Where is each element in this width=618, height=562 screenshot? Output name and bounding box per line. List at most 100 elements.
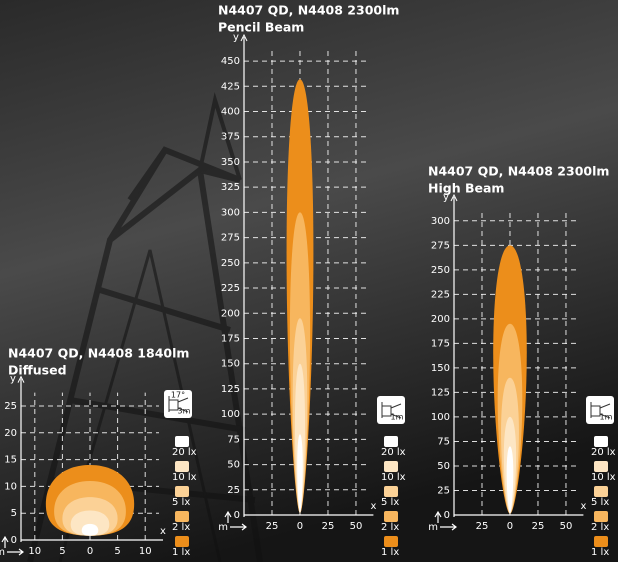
y-tick-label: 325 [221, 182, 240, 193]
x-tick-label: 50 [350, 521, 363, 532]
legend-label: 1 lx [591, 547, 609, 558]
legend-label: 2 lx [381, 522, 399, 533]
beam-icon-lamp [590, 402, 611, 419]
x-tick-label: 0 [297, 521, 303, 532]
x-tick-label: 25 [532, 521, 545, 532]
unit-arrows [1, 535, 24, 556]
legend-label: 2 lx [172, 522, 190, 533]
y-tick-label: 50 [227, 460, 240, 471]
chart-subtitle: Pencil Beam [218, 20, 304, 35]
y-tick-label: 25 [227, 485, 240, 496]
y-tick-label: 125 [221, 384, 240, 395]
y-tick-label: 200 [221, 308, 240, 319]
y-tick-label: 50 [437, 461, 450, 472]
legend-swatch [175, 511, 189, 522]
x-tick-label: 10 [28, 546, 41, 557]
legend-swatch [384, 536, 398, 547]
y-tick-label: 175 [431, 338, 450, 349]
chart-subtitle: Diffused [8, 363, 67, 378]
y-tick-label: 100 [431, 412, 450, 423]
y-axis-label: y [10, 374, 16, 385]
y-tick-label: 150 [431, 363, 450, 374]
y-tick-label: 100 [221, 409, 240, 420]
y-tick-label: 10 [4, 481, 17, 492]
unit-arrows [224, 510, 247, 531]
y-tick-label: 300 [431, 216, 450, 227]
y-tick-label: 300 [221, 207, 240, 218]
legend-swatch [175, 486, 189, 497]
y-tick-label: 250 [431, 265, 450, 276]
y-tick-label: 25 [4, 401, 17, 412]
legend-label: 5 lx [381, 497, 399, 508]
legend-label: 1 lx [172, 547, 190, 558]
y-tick-label: 425 [221, 81, 240, 92]
unit-label: m [218, 522, 228, 533]
y-tick-label: 275 [221, 233, 240, 244]
x-tick-label: 25 [322, 521, 335, 532]
y-tick-label: 75 [227, 434, 240, 445]
unit-label: m [0, 547, 5, 558]
x-tick-label: 25 [266, 521, 279, 532]
y-tick-label: 250 [221, 258, 240, 269]
legend-label: 10 lx [591, 472, 616, 483]
icon-label: 1m [391, 413, 404, 422]
icon-label: 3m [178, 407, 191, 416]
y-tick-label: 350 [221, 157, 240, 168]
legend-swatch [594, 536, 608, 547]
x-axis-label: x [580, 501, 586, 512]
beam-icon-lamp [168, 396, 189, 413]
chart-title: N4407 QD, N4408 2300lm [428, 164, 609, 179]
legend-swatch [175, 436, 189, 447]
unit-arrows [434, 510, 457, 531]
legend-swatch [384, 486, 398, 497]
beam-icon-lamp [381, 402, 402, 419]
legend-label: 1 lx [381, 547, 399, 558]
y-axis-label: y [233, 32, 239, 43]
y-tick-label: 75 [437, 436, 450, 447]
x-axis-label: x [160, 526, 166, 537]
legend-swatch [384, 436, 398, 447]
y-tick-label: 450 [221, 56, 240, 67]
legend-label: 10 lx [381, 472, 406, 483]
icon-label: 1m [600, 413, 613, 422]
unit-label: m [428, 522, 438, 533]
x-tick-label: 0 [87, 546, 93, 557]
y-tick-label: 125 [431, 387, 450, 398]
y-tick-label: 375 [221, 132, 240, 143]
x-tick-label: 0 [507, 521, 513, 532]
crane-silhouette [27, 92, 263, 562]
y-axis-label: y [443, 192, 449, 203]
x-tick-label: 5 [114, 546, 120, 557]
y-tick-label: 15 [4, 455, 17, 466]
legend-label: 2 lx [591, 522, 609, 533]
legend-swatch [594, 511, 608, 522]
x-tick-label: 25 [476, 521, 489, 532]
y-tick-label: 150 [221, 359, 240, 370]
y-tick-label: 0 [444, 510, 450, 521]
legend-swatch [384, 511, 398, 522]
y-tick-label: 0 [11, 535, 17, 546]
beam-contour [81, 523, 99, 536]
y-axis-arrow [17, 375, 25, 383]
legend-swatch [594, 486, 608, 497]
x-tick-label: 50 [560, 521, 573, 532]
beam-contour [297, 434, 303, 514]
legend-label: 20 lx [591, 447, 616, 458]
charts: N4407 QD, N4408 1840lm Diffused 0 5 10 15 20 25… [0, 3, 616, 559]
y-tick-label: 200 [431, 314, 450, 325]
y-tick-label: 225 [221, 283, 240, 294]
y-tick-label: 400 [221, 107, 240, 118]
legend-swatch [175, 536, 189, 547]
x-axis-label: x [370, 501, 376, 512]
chart-subtitle: High Beam [428, 181, 504, 196]
y-tick-label: 0 [234, 510, 240, 521]
icon-label: 17° [171, 391, 185, 400]
legend-label: 10 lx [172, 472, 197, 483]
x-tick-label: 5 [59, 546, 65, 557]
legend-label: 20 lx [172, 447, 197, 458]
legend-label: 5 lx [591, 497, 609, 508]
y-tick-label: 275 [431, 240, 450, 251]
y-tick-label: 25 [437, 485, 450, 496]
y-axis-arrow [240, 33, 248, 42]
